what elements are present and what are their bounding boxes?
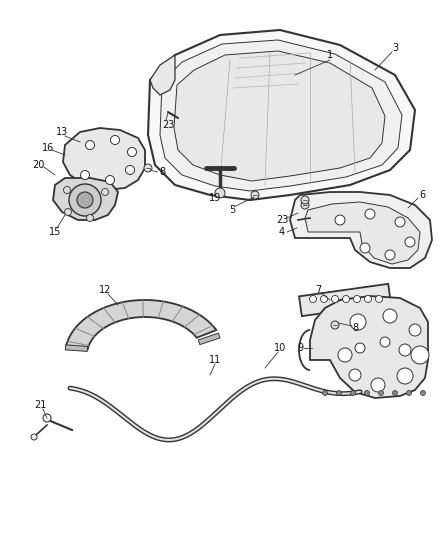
Circle shape [126, 166, 134, 174]
Circle shape [364, 391, 370, 395]
Polygon shape [63, 128, 145, 190]
Text: 21: 21 [34, 400, 46, 410]
Text: 5: 5 [229, 205, 235, 215]
Circle shape [360, 243, 370, 253]
Circle shape [322, 391, 328, 395]
Text: 9: 9 [297, 343, 303, 353]
Circle shape [86, 214, 93, 222]
Text: 12: 12 [99, 285, 111, 295]
Circle shape [392, 391, 398, 395]
Circle shape [321, 295, 328, 303]
Polygon shape [53, 178, 118, 220]
Circle shape [411, 346, 429, 364]
Polygon shape [174, 51, 385, 181]
Polygon shape [198, 333, 220, 345]
Text: 6: 6 [419, 190, 425, 200]
Text: 23: 23 [276, 215, 288, 225]
Text: 16: 16 [42, 143, 54, 153]
Circle shape [64, 208, 71, 215]
Circle shape [420, 391, 425, 395]
Circle shape [395, 217, 405, 227]
Circle shape [371, 378, 385, 392]
Circle shape [349, 369, 361, 381]
Text: 19: 19 [209, 193, 221, 203]
Circle shape [310, 295, 317, 303]
Circle shape [102, 189, 109, 196]
Text: 4: 4 [279, 227, 285, 237]
Circle shape [81, 171, 89, 180]
Text: 3: 3 [392, 43, 398, 53]
Circle shape [85, 141, 95, 149]
Circle shape [385, 250, 395, 260]
Circle shape [399, 344, 411, 356]
Circle shape [332, 295, 339, 303]
Circle shape [43, 414, 51, 422]
Circle shape [335, 215, 345, 225]
Circle shape [375, 295, 382, 303]
Circle shape [355, 343, 365, 353]
Circle shape [380, 337, 390, 347]
Text: 20: 20 [32, 160, 44, 170]
Circle shape [405, 237, 415, 247]
Circle shape [378, 391, 384, 395]
Polygon shape [290, 192, 432, 268]
Text: 23: 23 [162, 120, 174, 130]
Circle shape [338, 348, 352, 362]
Text: 8: 8 [159, 167, 165, 177]
Circle shape [77, 192, 93, 208]
Text: 15: 15 [49, 227, 61, 237]
Circle shape [64, 187, 71, 193]
Circle shape [127, 148, 137, 157]
Text: 13: 13 [56, 127, 68, 137]
Circle shape [406, 391, 411, 395]
Polygon shape [305, 202, 420, 264]
Polygon shape [148, 30, 415, 200]
Circle shape [364, 295, 371, 303]
Circle shape [383, 309, 397, 323]
Circle shape [301, 201, 309, 209]
Circle shape [331, 321, 339, 329]
Circle shape [69, 184, 101, 216]
Polygon shape [160, 40, 402, 191]
Circle shape [365, 209, 375, 219]
Polygon shape [65, 345, 88, 351]
Circle shape [251, 191, 259, 199]
Circle shape [301, 196, 309, 204]
Circle shape [409, 324, 421, 336]
Circle shape [215, 188, 225, 198]
Circle shape [397, 368, 413, 384]
Text: 8: 8 [352, 323, 358, 333]
Circle shape [350, 314, 366, 330]
Polygon shape [310, 296, 428, 398]
Text: 1: 1 [327, 50, 333, 60]
Circle shape [110, 135, 120, 144]
Text: 11: 11 [209, 355, 221, 365]
Circle shape [336, 391, 342, 395]
Text: 7: 7 [315, 285, 321, 295]
Polygon shape [66, 300, 216, 349]
Circle shape [106, 175, 114, 184]
Polygon shape [299, 284, 391, 316]
Circle shape [144, 164, 152, 172]
Circle shape [350, 391, 356, 395]
Text: 10: 10 [274, 343, 286, 353]
Circle shape [31, 434, 37, 440]
Circle shape [343, 295, 350, 303]
Circle shape [353, 295, 360, 303]
Polygon shape [150, 55, 175, 95]
